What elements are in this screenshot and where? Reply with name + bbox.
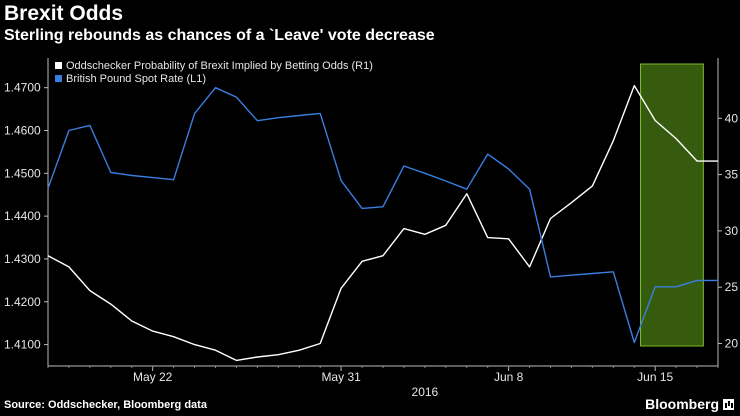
bloomberg-logo: Bloomberg (645, 396, 734, 412)
highlight-band (640, 63, 704, 347)
right-tick-label: 25 (725, 280, 739, 294)
bloomberg-chart-icon (723, 398, 734, 410)
legend-label-odds: Oddschecker Probability of Brexit Implie… (66, 60, 373, 72)
chart-title: Brexit Odds (4, 2, 124, 25)
source-note: Source: Oddschecker, Bloomberg data (4, 399, 207, 411)
left-tick-label: 1.4500 (4, 166, 41, 180)
x-tick-label: Jun 15 (637, 370, 673, 384)
legend-swatch-pound (55, 75, 62, 82)
left-tick-label: 1.4600 (4, 124, 41, 138)
x-year-label: 2016 (412, 385, 439, 399)
left-tick-label: 1.4400 (4, 209, 41, 223)
x-tick-label: May 22 (133, 370, 173, 384)
pound-spot-line (47, 87, 718, 344)
right-tick-label: 40 (725, 111, 739, 125)
right-tick-label: 30 (725, 224, 739, 238)
brand-name: Bloomberg (645, 396, 719, 412)
left-tick-label: 1.4100 (4, 338, 41, 352)
x-tick-label: May 31 (321, 370, 361, 384)
left-tick-label: 1.4200 (4, 295, 41, 309)
right-tick-label: 20 (725, 336, 739, 350)
x-tick-label: Jun 8 (494, 370, 524, 384)
left-tick-label: 1.4300 (4, 252, 41, 266)
left-tick-label: 1.4700 (4, 81, 41, 95)
brexit-odds-line (47, 84, 718, 362)
chart-subtitle: Sterling rebounds as chances of a `Leave… (4, 27, 435, 44)
legend-swatch-odds (55, 62, 62, 69)
legend-label-pound: British Pound Spot Rate (L1) (66, 73, 206, 85)
right-tick-label: 35 (725, 168, 739, 182)
